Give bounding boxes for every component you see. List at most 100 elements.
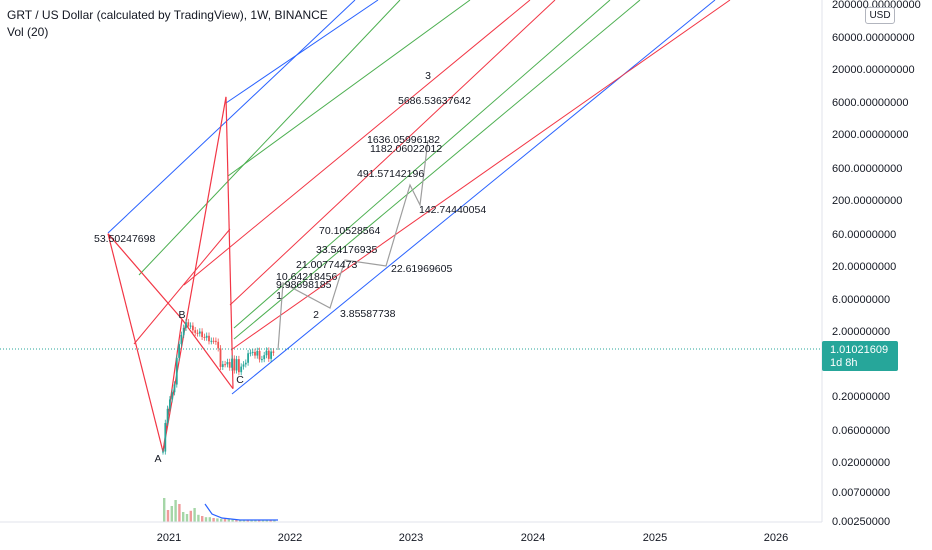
- price-annotation: 3.85587738: [340, 308, 396, 320]
- volume-bar: [163, 498, 166, 522]
- price-annotation: 70.10528564: [319, 225, 380, 237]
- volume-indicator-label[interactable]: Vol (20): [7, 25, 49, 39]
- pitchfork-line: [233, 0, 611, 329]
- volume-bar: [227, 519, 230, 522]
- price-axis[interactable]: 200000.00000000 60000.00000000 20000.00000…: [832, 0, 921, 528]
- volume-bar: [258, 520, 261, 522]
- candle-body: [231, 358, 233, 368]
- candle-body: [171, 392, 174, 400]
- candle-body: [194, 330, 197, 333]
- time-axis-label: 2026: [764, 532, 788, 544]
- price-axis-label: 0.02000000: [832, 457, 890, 469]
- candle-body: [254, 351, 256, 356]
- candle-body: [212, 340, 215, 342]
- pitchfork-line: [231, 0, 716, 395]
- price-axis-label: 20000.00000000: [832, 64, 915, 76]
- pitchfork-line: [183, 0, 531, 286]
- volume-bar: [216, 518, 219, 522]
- price-axis-label: 0.00700000: [832, 487, 890, 499]
- candle-body: [219, 348, 222, 367]
- volume-bar: [166, 510, 170, 522]
- pattern-leg: [225, 96, 234, 389]
- pattern-point-label: A: [154, 453, 161, 465]
- price-annotation: 53.50247698: [94, 233, 155, 245]
- candle-body: [189, 325, 192, 327]
- last-price-value: 1.01021609: [830, 344, 889, 356]
- candle-body: [224, 364, 226, 366]
- volume-bar: [273, 520, 276, 522]
- volume-bar: [250, 520, 253, 522]
- pitchfork-lines: [107, 0, 731, 395]
- volume-bar: [212, 518, 215, 522]
- volume-bar: [178, 504, 181, 522]
- price-axis-label: 200000.00000000: [832, 0, 921, 11]
- candle-body: [201, 331, 203, 337]
- pitchfork-line: [225, 0, 379, 104]
- volume-bar: [269, 520, 272, 522]
- volume-bar: [261, 520, 265, 522]
- candle-body: [215, 340, 217, 342]
- candle-body: [169, 399, 171, 409]
- price-annotation: 33.54176935: [316, 244, 377, 256]
- chart-title: GRT / US Dollar (calculated by TradingVi…: [7, 8, 328, 22]
- volume-bar: [239, 519, 242, 522]
- pitchfork-line: [107, 0, 356, 234]
- candle-body: [221, 364, 224, 367]
- pitchfork-line: [229, 0, 556, 306]
- pattern-point-label: B: [178, 309, 185, 321]
- projection-wave-path: [277, 139, 429, 351]
- currency-badge[interactable]: USD: [865, 7, 895, 24]
- volume-bar: [197, 514, 200, 522]
- price-axis-label: 2.00000000: [832, 326, 890, 338]
- candle-body: [192, 325, 194, 331]
- price-axis-label: 60.00000000: [832, 229, 896, 241]
- last-price-badge: 1.01021609 1d 8h: [822, 341, 898, 371]
- price-axis-label: 0.06000000: [832, 425, 890, 437]
- time-axis[interactable]: 2021 2022 2023 2024 2025 2026: [157, 532, 788, 544]
- time-axis-label: 2022: [278, 532, 302, 544]
- price-axis-label: 60000.00000000: [832, 32, 915, 44]
- volume-bar: [193, 508, 196, 522]
- pitchfork-line: [227, 0, 471, 177]
- pattern-leg: [181, 318, 234, 390]
- volume-ma-line: [204, 503, 278, 521]
- volume-bar: [246, 520, 249, 522]
- price-annotation: 1182.06022012: [370, 143, 442, 155]
- pattern-leg: [107, 233, 164, 452]
- price-annotation: 5686.53637642: [398, 95, 471, 107]
- volume-bar: [254, 520, 257, 522]
- candle-body: [208, 335, 210, 342]
- price-axis-label: 2000.00000000: [832, 129, 908, 141]
- volume-bar: [201, 516, 204, 522]
- volume-bar: [182, 512, 185, 522]
- candle-body: [244, 362, 247, 365]
- price-annotation: 1636.05996182: [367, 134, 440, 146]
- candle-body: [203, 336, 206, 338]
- candle-body: [267, 350, 270, 359]
- candle-body: [238, 359, 240, 373]
- candle-body: [258, 350, 261, 360]
- candle-body: [164, 422, 167, 452]
- candle-body: [187, 322, 190, 326]
- price-axis-label: 6000.00000000: [832, 97, 908, 109]
- candle-body: [210, 340, 213, 342]
- pattern-point-label: C: [236, 374, 244, 386]
- volume-bar: [189, 510, 192, 522]
- volume-bar: [170, 506, 173, 522]
- volume-bar: [231, 519, 234, 522]
- volume-bar: [223, 518, 227, 522]
- time-axis-label: 2021: [157, 532, 181, 544]
- price-axis-label: 20.00000000: [832, 261, 896, 273]
- price-annotation: 9.98698185: [276, 279, 332, 291]
- candle-body: [251, 351, 254, 353]
- candle-body: [182, 327, 185, 335]
- price-axis-label: 0.00250000: [832, 516, 890, 528]
- price-annotation: 142.74440054: [419, 204, 486, 216]
- price-annotation: 10.64218456: [276, 271, 337, 283]
- candle-body: [247, 353, 249, 363]
- bar-countdown: 1d 8h: [830, 357, 858, 369]
- volume-bar: [235, 519, 238, 522]
- volume-bar: [242, 520, 246, 522]
